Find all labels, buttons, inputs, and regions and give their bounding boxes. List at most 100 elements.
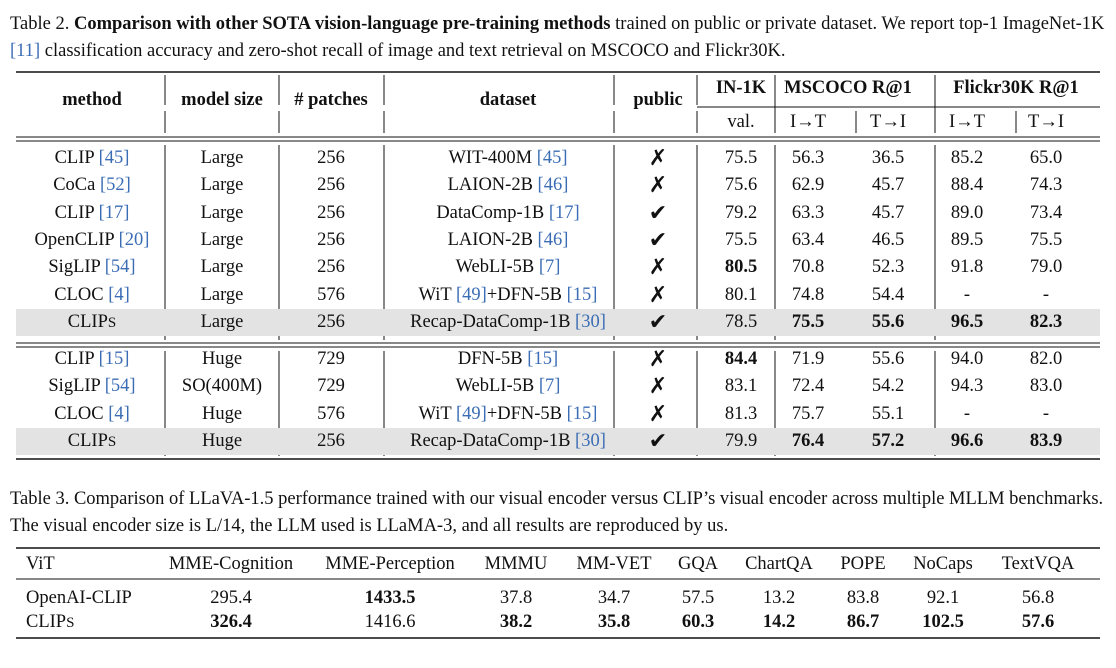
cell-text: 1433.5	[364, 588, 416, 608]
cell-text: ✗	[648, 281, 668, 307]
citation[interactable]: [30]	[575, 311, 606, 332]
cell-text: Recap-DataComp-1B	[410, 311, 576, 332]
check-icon: ✔	[508, 226, 808, 254]
cell-text: -	[1042, 403, 1050, 424]
cell-text: ✗	[648, 400, 668, 426]
cell-text: Huge	[201, 403, 243, 424]
check-icon: ✔	[508, 308, 808, 336]
citation[interactable]: [45]	[536, 148, 568, 168]
table3-cell: 326.4	[111, 609, 351, 635]
citation[interactable]: [15]	[566, 403, 598, 424]
coco-t2i-cell: 57.2	[738, 427, 1038, 455]
dataset-cell: WiT [49]+DFN-5B [15]	[358, 281, 658, 309]
flickr-t2i-cell: 83.9	[896, 427, 1116, 455]
cell-text: ✗	[648, 145, 668, 170]
model-size-cell: Large	[72, 171, 372, 199]
cell-text: Recap-DataComp-1B	[410, 430, 576, 451]
flickr-t2i-cell: 83.0	[896, 372, 1116, 400]
cell-text: I→T	[949, 112, 985, 132]
cell-text: 38.2	[499, 612, 533, 632]
cell-text: 576	[317, 284, 345, 305]
citation[interactable]: [17]	[548, 202, 580, 223]
flickr-t2i-cell: 75.5	[896, 226, 1116, 254]
header-text: ViT	[26, 554, 55, 574]
model-size-cell: Large	[72, 199, 372, 227]
cell-text: 96.6	[950, 430, 984, 451]
citation[interactable]: [49]	[455, 284, 487, 305]
cell-text: Huge	[201, 430, 243, 451]
citation[interactable]: [46]	[537, 229, 569, 250]
cell-text: 75.5	[791, 311, 825, 332]
cell-text: 57.5	[681, 588, 715, 608]
coco-i2t-cell: 62.9	[658, 171, 958, 199]
cell-text: CLIP	[26, 612, 67, 632]
cell-text: 256	[317, 257, 345, 278]
cell-text: 82.0	[1029, 349, 1063, 369]
header-flickr-t2i: T→I	[896, 108, 1116, 136]
dataset-cell: DataComp-1B [17]	[358, 199, 658, 227]
citation[interactable]: [46]	[537, 175, 569, 196]
cell-text: 84.4	[724, 349, 758, 369]
header-text: MM-VET	[576, 554, 652, 574]
cell-text: 57.6	[1021, 612, 1055, 632]
cell-text: Large	[200, 148, 244, 168]
cross-icon: ✗	[508, 345, 808, 373]
cell-text: WebLI-5B	[455, 376, 539, 397]
table3-cell: 35.8	[494, 609, 734, 635]
coco-i2t-cell: 72.4	[658, 372, 958, 400]
citation[interactable]: [20]	[118, 229, 150, 250]
cell-text: OpenCLIP	[34, 229, 119, 250]
cell-text: ✔	[648, 226, 668, 252]
in1k-cell: 80.1	[591, 281, 891, 309]
flickr-i2t-cell: 94.0	[817, 345, 1116, 373]
model-size-cell: Large	[72, 281, 372, 309]
citation[interactable]: [4]	[108, 284, 130, 305]
cell-text: 52.3	[871, 257, 905, 278]
model-size-cell: Huge	[72, 427, 372, 455]
citation[interactable]: [4]	[108, 403, 130, 424]
citation[interactable]: [7]	[538, 257, 561, 278]
flickr-i2t-cell: 88.4	[817, 171, 1116, 199]
cell-text: 94.0	[950, 349, 984, 369]
cell-text: WiT	[418, 403, 456, 424]
patches-cell: 729	[181, 372, 481, 400]
coco-i2t-cell: 63.4	[658, 226, 958, 254]
cell-text: 57.2	[871, 430, 905, 451]
citation[interactable]: [45]	[98, 148, 130, 168]
cell-text: 1416.6	[364, 612, 416, 632]
cell-text: ✗	[648, 373, 668, 399]
cell-text: S	[66, 615, 75, 631]
cell-text: 96.5	[950, 311, 984, 332]
flickr-t2i-cell: 74.3	[896, 171, 1116, 199]
cell-text: 81.3	[724, 403, 758, 424]
table2-caption: Table 2. Comparison with other SOTA visi…	[10, 11, 1106, 65]
citation[interactable]: [52]	[99, 175, 131, 196]
cell-text: S	[107, 433, 117, 450]
citation[interactable]: [54]	[104, 376, 136, 397]
cell-text: 80.1	[724, 284, 758, 305]
patches-cell: 256	[181, 144, 481, 172]
flickr-i2t-cell: 94.3	[817, 372, 1116, 400]
citation[interactable]: [49]	[455, 403, 487, 424]
cell-text: LAION-2B	[447, 229, 538, 250]
coco-t2i-cell: 45.7	[738, 199, 1038, 227]
citation[interactable]: [17]	[98, 202, 130, 223]
citation[interactable]: [15]	[527, 349, 559, 369]
citation[interactable]: [11]	[10, 41, 41, 61]
table3-header: GQA	[578, 551, 818, 577]
in1k-cell: 75.6	[591, 171, 891, 199]
cell-text: val.	[727, 112, 755, 132]
cell-text: WebLI-5B	[455, 257, 539, 278]
in1k-cell: 81.3	[591, 400, 891, 428]
citation[interactable]: [15]	[98, 349, 130, 369]
cell-text: 256	[317, 430, 345, 451]
flickr-i2t-cell: 85.2	[817, 144, 1116, 172]
citation[interactable]: [54]	[104, 257, 136, 278]
citation[interactable]: [7]	[538, 376, 561, 397]
patches-cell: 256	[181, 427, 481, 455]
header-mscoco: MSCOCO R@1	[698, 74, 998, 102]
cell-text: 63.4	[791, 229, 825, 250]
flickr-i2t-cell: -	[817, 400, 1116, 428]
citation[interactable]: [15]	[566, 284, 598, 305]
citation[interactable]: [30]	[575, 430, 606, 451]
